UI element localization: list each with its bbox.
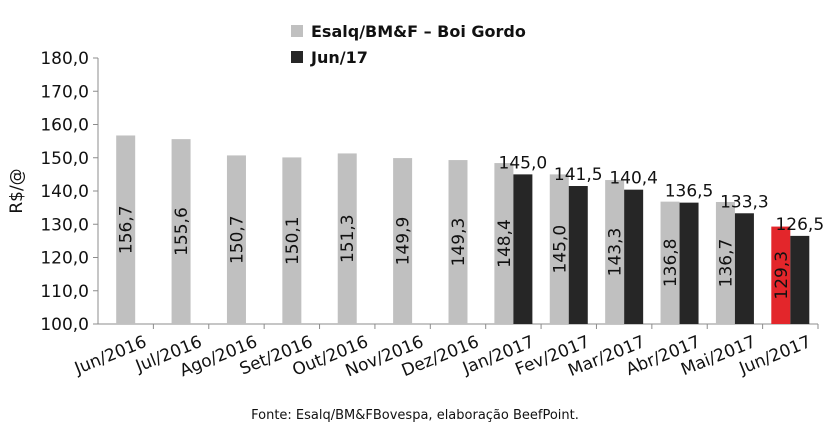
bar-esalq [282,157,302,324]
bar-jun17 [513,174,533,324]
legend-swatch-esalq [291,25,303,37]
bar-jun17 [568,186,588,324]
data-label-jun17: 133,3 [720,192,769,212]
bar-esalq [393,158,413,324]
bar-jun17 [790,235,810,324]
legend-swatch-jun17 [291,51,303,63]
bar-jun17 [624,189,644,324]
bar-esalq [226,155,246,324]
bar-esalq [771,226,791,324]
data-label-jun17: 126,5 [775,215,824,235]
bar-esalq [605,180,625,324]
data-label-esalq: 156,7 [117,205,137,254]
data-label-jun17: 141,5 [554,165,603,185]
data-label-jun17: 145,0 [499,153,548,173]
bar-jun17 [734,213,754,324]
data-label-esalq: 148,4 [495,219,515,268]
legend-label-esalq: Esalq/BM&F – Boi Gordo [311,21,526,41]
data-label-esalq: 136,8 [661,238,681,287]
y-tick-label: 100,0 [40,315,89,335]
bar-esalq [494,163,514,324]
y-tick-label: 110,0 [40,282,89,302]
bar-jun17 [679,202,699,324]
data-label-esalq: 129,3 [772,251,792,300]
y-tick-label: 120,0 [40,249,89,269]
data-label-jun17: 140,4 [609,169,658,189]
bar-esalq [660,201,680,324]
bar-esalq [549,174,569,324]
data-label-esalq: 150,1 [283,216,303,265]
data-label-esalq: 155,6 [172,207,192,256]
y-tick-label: 160,0 [40,116,89,136]
data-label-esalq: 136,7 [716,239,736,288]
data-label-esalq: 149,9 [394,217,414,266]
bar-esalq [337,153,357,324]
bar-esalq [715,201,735,324]
legend-item-jun17: Jun/17 [291,44,526,70]
data-label-jun17: 136,5 [665,182,714,202]
chart-bars [116,135,810,324]
legend-label-jun17: Jun/17 [311,47,368,67]
y-tick-label: 140,0 [40,182,89,202]
y-axis-title: R$/@ [7,168,27,213]
bar-esalq [448,160,468,324]
y-tick-label: 170,0 [40,82,89,102]
legend-item-esalq: Esalq/BM&F – Boi Gordo [291,18,526,44]
data-label-esalq: 151,3 [338,214,358,263]
source-note: Fonte: Esalq/BM&FBovespa, elaboração Bee… [251,408,579,423]
bar-esalq [171,139,191,324]
data-label-esalq: 149,3 [449,218,469,267]
data-label-esalq: 143,3 [606,228,626,277]
chart-legend: Esalq/BM&F – Boi Gordo Jun/17 [291,18,526,70]
y-tick-label: 150,0 [40,149,89,169]
bar-esalq [116,135,136,324]
data-label-esalq: 150,7 [227,215,247,264]
chart-axes: 100,0 110,0 120,0 130,0 140,0 150,0 160,0 170,0… [7,49,819,335]
data-label-esalq: 145,0 [550,225,570,274]
y-tick-label: 180,0 [40,49,89,69]
y-tick-label: 130,0 [40,215,89,235]
